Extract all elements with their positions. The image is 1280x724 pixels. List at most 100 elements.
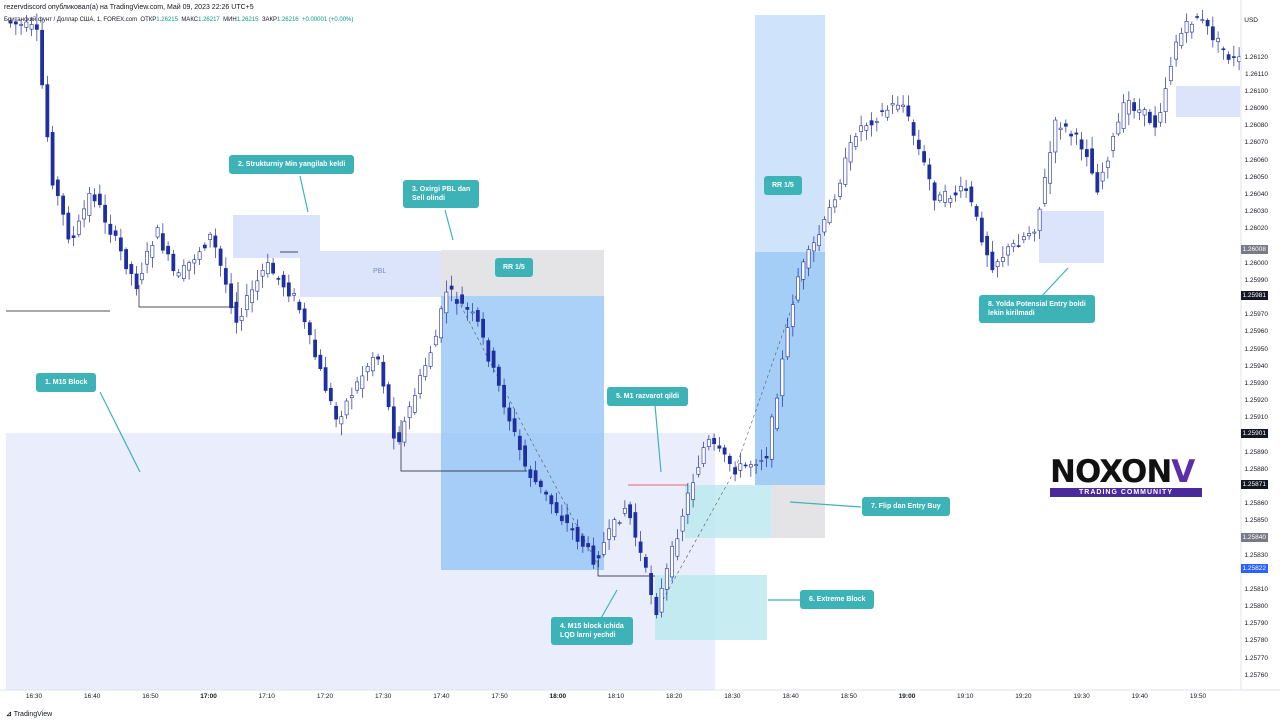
currency-label: USD <box>1244 17 1258 24</box>
callout-extreme-block[interactable]: 6. Extreme Block <box>800 590 875 609</box>
time-label: 19:40 <box>1131 693 1148 700</box>
time-label: 17:50 <box>491 693 508 700</box>
candle-body <box>565 514 570 524</box>
candle-body <box>664 568 669 590</box>
pointer-7 <box>789 501 862 508</box>
candle-body <box>402 420 407 443</box>
candle-body <box>208 233 213 240</box>
candle-body <box>1037 208 1042 232</box>
candle-body <box>339 416 344 425</box>
price-label: 1.26110 <box>1244 70 1268 78</box>
candle-body <box>307 322 312 336</box>
candle-body <box>292 293 297 296</box>
candle-body <box>1121 102 1126 129</box>
candle-body <box>985 235 990 256</box>
rr2-stop-zone <box>771 485 825 538</box>
candle-body <box>1210 26 1215 41</box>
candle-body <box>40 29 45 86</box>
callout-potential-entry[interactable]: 8. Yolda Potensial Entry boldi lekin kir… <box>979 295 1095 323</box>
candle-body <box>1205 19 1210 27</box>
pointer-5 <box>654 404 662 473</box>
price-label: 1.25830 <box>1244 551 1269 559</box>
candle-body <box>843 157 848 185</box>
structure-line <box>138 282 239 308</box>
candle-body <box>418 375 423 394</box>
flip-zone <box>685 485 771 538</box>
ohlc-line: Британский фунт / Доллар США, 1, FOREX.c… <box>4 17 353 23</box>
candle-body <box>633 512 638 538</box>
candle-body <box>628 504 633 519</box>
candle-body <box>1016 245 1021 247</box>
top-zone <box>1176 86 1240 117</box>
price-label: 1.26100 <box>1244 87 1269 95</box>
price-tag: 1.25822 <box>1240 564 1268 574</box>
candle-body <box>906 105 911 117</box>
callout-m15-block[interactable]: 1. M15 Block <box>36 373 97 392</box>
candle-body <box>439 308 444 339</box>
candle-body <box>612 519 617 537</box>
published-by-text: rezervdiscord опубликовал(а) на TradingV… <box>4 4 254 11</box>
candle-body <box>607 528 612 540</box>
candle-body <box>533 470 538 483</box>
candle-body <box>838 182 843 197</box>
price-label: 1.25940 <box>1244 362 1269 370</box>
time-label: 16:40 <box>84 693 101 700</box>
candle-body <box>733 467 738 475</box>
callout-flip-entry[interactable]: 7. Flip dan Entry Buy <box>862 497 950 516</box>
price-label: 1.26120 <box>1244 53 1269 61</box>
callout-pbl-sell[interactable]: 3. Oxirgi PBL dan Sell olindi <box>403 180 480 208</box>
price-label: 1.25780 <box>1244 637 1269 645</box>
candle-body <box>481 318 486 338</box>
high-label: МАКС <box>181 17 199 23</box>
candle-body <box>927 164 932 180</box>
candle-body <box>1000 257 1005 262</box>
candle-body <box>318 354 323 369</box>
rr-label-2[interactable]: RR 1/5 <box>764 176 802 195</box>
candle-body <box>507 407 512 422</box>
price-label: 1.26050 <box>1244 173 1269 181</box>
candle-body <box>13 21 18 25</box>
price-label: 1.25930 <box>1244 379 1269 387</box>
candle-body <box>176 272 181 277</box>
candle-body <box>134 273 139 290</box>
candle-body <box>92 194 97 202</box>
callout-m1-reversal[interactable]: 5. M1 razvarot qildi <box>607 387 689 406</box>
candle-body <box>916 139 921 150</box>
symbol-name: Британский фунт / Доллар США, 1, FOREX.c… <box>4 17 138 23</box>
candle-body <box>748 464 753 468</box>
candle-body <box>129 264 134 275</box>
candle-body <box>486 340 491 362</box>
rr-label-1[interactable]: RR 1/5 <box>495 258 533 277</box>
candle-body <box>381 361 386 387</box>
candle-body <box>727 455 732 464</box>
candle-body <box>475 310 480 322</box>
candle-body <box>964 188 969 191</box>
candle-body <box>649 573 654 596</box>
time-label: 17:30 <box>375 693 392 700</box>
extreme-block-zone <box>655 575 767 640</box>
tradingview-footer[interactable]: ⊿ TradingView <box>6 710 52 718</box>
price-label: 1.25910 <box>1244 414 1269 422</box>
candle-body <box>496 366 501 386</box>
callout-structure-min[interactable]: 2. Strukturniy Min yangilab keldi <box>229 155 355 174</box>
candle-body <box>223 268 228 285</box>
candle-body <box>55 179 60 197</box>
potential-entry-zone <box>1039 211 1104 263</box>
price-label: 1.25810 <box>1244 585 1269 593</box>
time-label: 17:10 <box>258 693 275 700</box>
candle-body <box>365 366 370 373</box>
candle-body <box>433 335 438 346</box>
candle-body <box>181 265 186 279</box>
candle-body <box>769 416 774 460</box>
candle-body <box>864 125 869 131</box>
candle-body <box>328 387 333 402</box>
candle-body <box>937 194 942 201</box>
candle-body <box>948 198 953 203</box>
time-label: 19:50 <box>1189 693 1207 700</box>
time-label: 19:30 <box>1073 693 1090 700</box>
price-label: 1.26080 <box>1244 122 1269 130</box>
candle-body <box>853 136 858 147</box>
callout-lqd[interactable]: 4. M15 block ichida LQD larni yechdi <box>551 617 633 645</box>
candle-body <box>276 278 281 280</box>
